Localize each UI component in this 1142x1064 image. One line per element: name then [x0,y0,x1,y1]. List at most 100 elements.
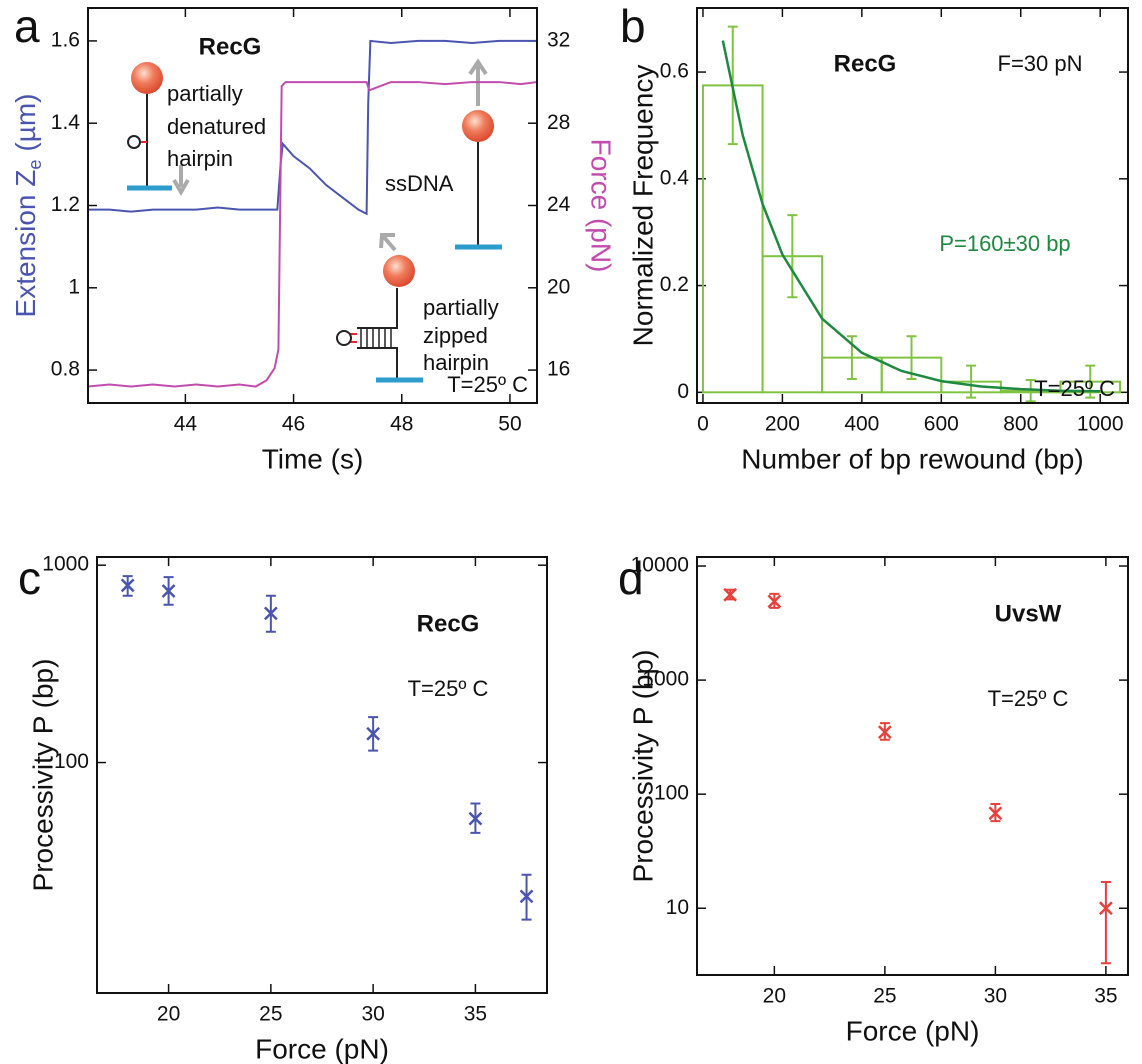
x-axis-label: Force (pN) [255,1033,389,1064]
plot-frame [96,556,548,994]
x-tick-label: 200 [765,413,800,436]
point [263,606,278,621]
y-tick-label: 1.2 [51,193,80,216]
y-tick-label: 10 [666,896,689,919]
annotation: P=160±30 bp [939,231,1070,256]
point [723,587,738,602]
error-bar [906,335,917,380]
point [1099,901,1113,916]
x-tick-label: 48 [390,413,413,436]
point [366,726,381,741]
y2-tick-label: 24 [547,193,571,216]
x-tick-label: 800 [1003,413,1038,436]
x-tick-label: 25 [259,1003,282,1026]
y-tick-label: 1.4 [51,111,81,134]
x-tick-label: 400 [844,413,879,436]
y-tick-label: 10000 [631,554,689,577]
x-axis-label: Time (s) [262,443,364,474]
x-tick-label: 20 [157,1003,180,1026]
annotation: RecG [834,50,897,77]
y-tick-label: 100 [654,782,689,805]
panel-label: d [618,552,644,604]
x-tick-label: 30 [984,985,1007,1008]
y-tick-label: 1.6 [51,28,80,51]
x-tick-label: 44 [174,413,198,436]
plot-frame [696,556,1129,976]
annotation: denatured [167,114,266,139]
y-tick-label: 0 [677,380,689,403]
y-axis-label: Normalized Frequency [627,65,658,347]
y-tick-label: 0.8 [51,358,80,381]
x-tick-label: 600 [924,413,959,436]
x-axis-label: Number of bp rewound (bp) [741,443,1083,474]
cartoon-zipped [336,233,423,383]
point [988,806,1003,821]
y-axis-label: Processivity P (bp) [627,650,658,883]
point [120,578,135,593]
annotation: hairpin [167,146,233,171]
x-tick-label: 50 [498,413,521,436]
annotation: T=25º C [1034,376,1115,401]
y2-tick-label: 20 [547,275,570,298]
plot-area [701,25,1122,403]
annotation: T=25º C [447,372,528,397]
y-axis-label: Extension Ze (µm) [10,94,44,318]
point [877,725,892,740]
annotation: T=25º C [988,686,1069,711]
annotation: ssDNA [385,171,454,196]
x-tick-label: 46 [282,413,305,436]
error-bar [1100,880,1111,965]
plot-frame [696,7,1129,404]
cartoon-ssdna [455,58,502,250]
data-line [87,81,538,388]
y2-tick-label: 16 [547,358,570,381]
annotation: zipped [423,323,488,348]
error-bar [966,364,977,399]
y-tick-label: 0.6 [660,60,689,83]
x-tick-label: 35 [464,1003,487,1026]
y2-tick-label: 28 [547,111,570,134]
data-line [88,39,537,216]
annotation: UvsW [995,600,1062,627]
annotation: T=25º C [408,676,489,701]
point [468,811,483,826]
x-tick-label: 20 [763,985,786,1008]
x-tick-label: 30 [361,1003,384,1026]
annotation: RecG [417,610,480,637]
plot-area [120,575,534,921]
annotation: partially [167,81,243,106]
cartoon-denatured [127,62,190,196]
annotation: hairpin [423,350,489,375]
y2-axis-label: Force (pN) [586,139,617,273]
y-tick-label: 0.4 [660,166,690,189]
x-tick-label: 1000 [1077,413,1124,436]
y-tick-label: 0.2 [660,273,689,296]
x-tick-label: 0 [697,413,709,436]
y-tick-label: 1000 [642,668,689,691]
point [161,584,176,598]
y-tick-label: 100 [54,750,89,773]
panel-label: b [620,0,646,52]
fit-line [721,40,1101,393]
annotation: RecG [199,33,262,60]
x-tick-label: 25 [873,985,896,1008]
panel-label: c [18,552,41,604]
y-axis-label: Processivity P (bp) [27,659,58,892]
plot-frame [87,7,538,404]
y2-tick-label: 32 [547,28,570,51]
y-axis-label-sub: e [25,160,45,170]
annotation: partially [423,295,499,320]
x-axis-label: Force (pN) [846,1015,980,1046]
annotation: F=30 pN [998,51,1083,76]
y-tick-label: 1 [68,275,80,298]
y-axis-label-units: (µm) [10,94,41,152]
error-bar [787,214,798,299]
point [767,594,782,609]
panel-label: a [14,0,40,52]
plot-area [87,39,538,388]
y-tick-label: 1000 [42,553,89,576]
y-axis-label-main: Extension Z [10,170,41,318]
point [519,889,534,904]
